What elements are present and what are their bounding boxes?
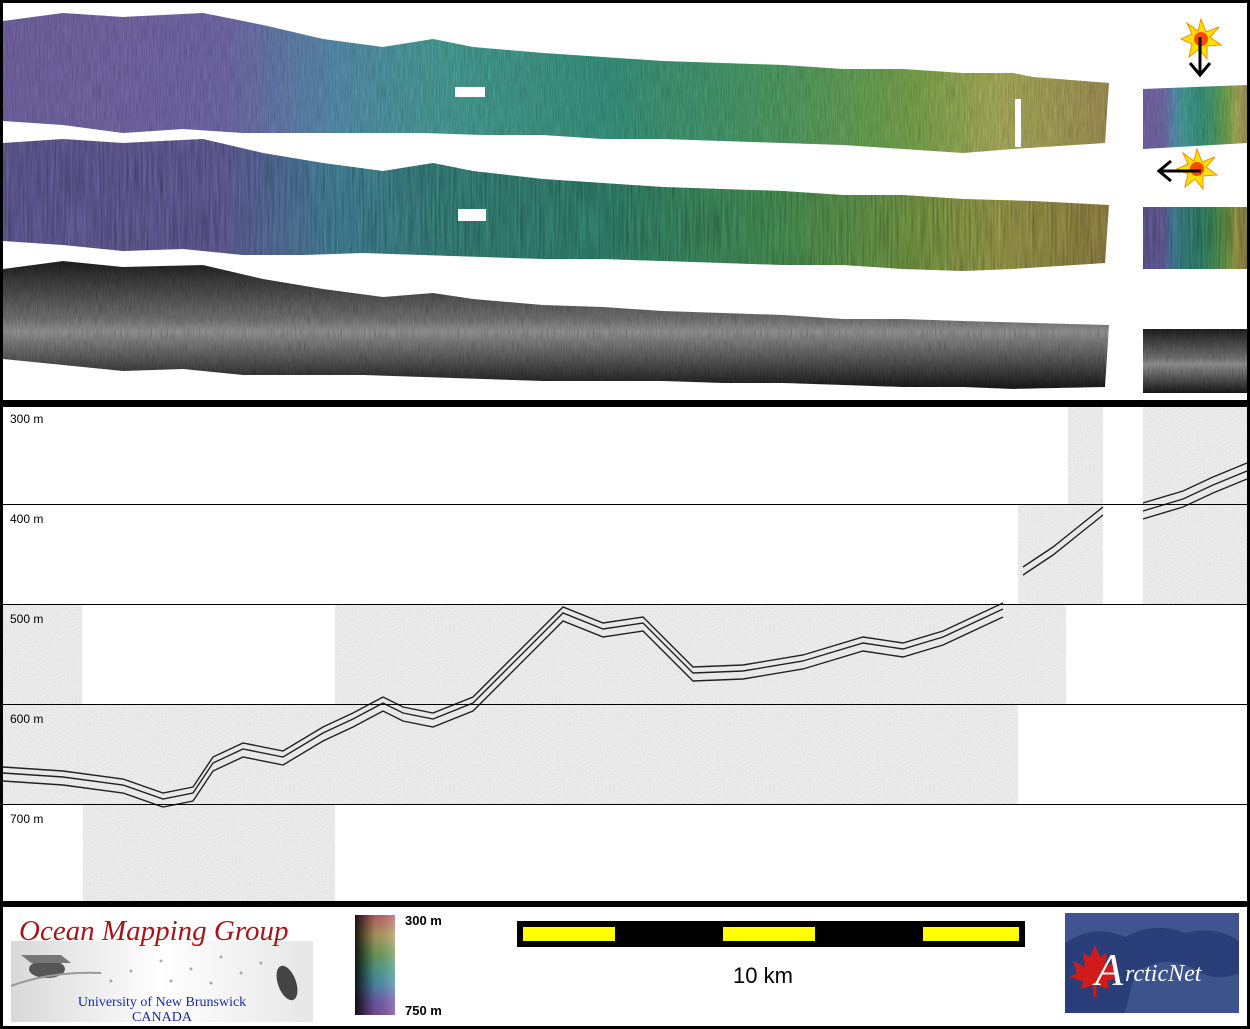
subbottom-profile-panel: 300 m 400 m 500 m 600 m 700 m xyxy=(3,407,1247,901)
data-gap xyxy=(1015,99,1021,147)
logo-country: CANADA xyxy=(132,1010,192,1025)
backscatter-swath-east xyxy=(1143,329,1247,393)
scale-bar xyxy=(517,921,1025,947)
bathymetry-swath-top xyxy=(3,13,1109,153)
depth-gridline xyxy=(3,704,1247,705)
scale-bar-label: 10 km xyxy=(733,963,793,988)
swath-panel xyxy=(3,3,1247,400)
footer-panel: Ocean Mapping Group University of New Br… xyxy=(3,907,1247,1026)
depth-label-400: 400 m xyxy=(10,512,44,526)
bathymetry-swath-middle xyxy=(3,139,1109,271)
depth-gridline xyxy=(3,804,1247,805)
swath-image xyxy=(3,13,1247,393)
depth-label-300: 300 m xyxy=(10,412,44,426)
backscatter-swath xyxy=(3,261,1109,389)
arcticnet-logo: A rcticNet xyxy=(1065,913,1239,1013)
depth-label-600: 600 m xyxy=(10,712,44,726)
sun-icon xyxy=(1175,147,1219,191)
depth-label-500: 500 m xyxy=(10,612,44,626)
data-gap xyxy=(455,87,485,97)
sonar-fish-icon xyxy=(11,955,102,987)
bathymetry-swath-top-east xyxy=(1143,85,1247,149)
depth-colorbar xyxy=(355,915,395,1015)
logo-university: University of New Brunswick xyxy=(77,995,247,1010)
bathymetry-swath-middle-east xyxy=(1143,207,1247,269)
ocean-mapping-group-logo: Ocean Mapping Group University of New Br… xyxy=(11,911,313,1025)
depth-label-700: 700 m xyxy=(10,812,44,826)
subbottom-profile-image xyxy=(3,407,1247,901)
arrow-down-icon xyxy=(1188,37,1212,78)
logo-title: Ocean Mapping Group xyxy=(19,915,289,947)
colorbar-top-label: 300 m xyxy=(405,913,442,928)
seabed-reflector xyxy=(3,462,1247,808)
data-gap xyxy=(458,209,486,221)
sonar-fish-icon xyxy=(276,965,298,1001)
maple-leaf-icon xyxy=(1069,945,1121,997)
depth-gridline xyxy=(3,504,1247,505)
arrow-left-icon xyxy=(1156,159,1201,183)
colorbar-bottom-label: 750 m xyxy=(405,1003,442,1018)
depth-gridline xyxy=(3,604,1247,605)
arcticnet-logo-text: rcticNet xyxy=(1125,961,1202,987)
